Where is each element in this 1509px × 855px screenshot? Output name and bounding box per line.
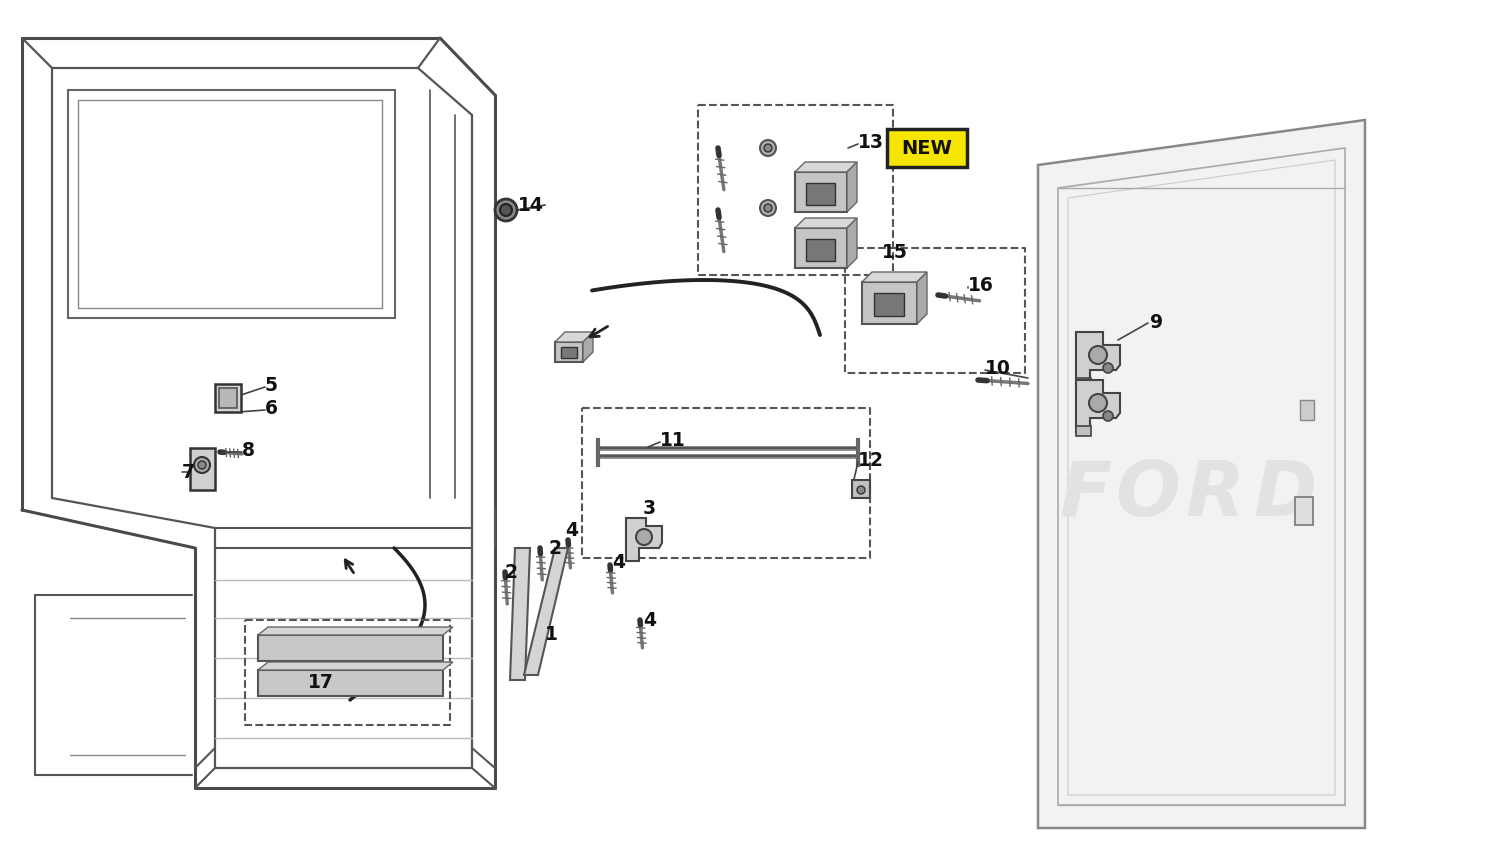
Text: 1: 1 (545, 626, 558, 645)
Circle shape (764, 144, 773, 152)
Circle shape (635, 529, 652, 545)
Text: 13: 13 (859, 133, 884, 151)
Text: 11: 11 (659, 431, 685, 450)
Polygon shape (258, 627, 453, 635)
Circle shape (764, 204, 773, 212)
Text: 15: 15 (881, 243, 908, 262)
Polygon shape (862, 272, 927, 282)
Bar (258, 670, 444, 696)
Text: 17: 17 (308, 673, 333, 692)
Text: R: R (1186, 458, 1245, 532)
Circle shape (495, 199, 518, 221)
Text: 12: 12 (859, 451, 884, 469)
Text: 4: 4 (643, 610, 656, 629)
Circle shape (1089, 394, 1108, 412)
Bar (214, 384, 241, 412)
Bar (1076, 378, 1091, 388)
Bar (806, 183, 834, 205)
Circle shape (198, 461, 207, 469)
Bar (862, 282, 917, 324)
Polygon shape (1038, 120, 1366, 828)
Bar (853, 480, 871, 498)
Polygon shape (582, 332, 593, 362)
Polygon shape (626, 518, 662, 561)
Text: F: F (1059, 458, 1111, 532)
Text: 6: 6 (266, 398, 278, 417)
Circle shape (1103, 411, 1114, 421)
Text: D: D (1254, 458, 1317, 532)
Text: 3: 3 (643, 498, 656, 517)
Polygon shape (524, 548, 567, 675)
Polygon shape (258, 662, 453, 670)
Text: 7: 7 (183, 463, 195, 481)
Circle shape (1089, 346, 1108, 364)
Text: 14: 14 (518, 196, 543, 215)
Bar (555, 342, 582, 362)
Bar (806, 239, 834, 261)
Polygon shape (1076, 332, 1120, 385)
Circle shape (857, 486, 865, 494)
Polygon shape (1076, 380, 1120, 433)
Circle shape (761, 200, 776, 216)
Text: 9: 9 (1150, 312, 1163, 332)
Circle shape (761, 140, 776, 156)
Text: 16: 16 (967, 275, 994, 294)
Polygon shape (847, 162, 857, 212)
Polygon shape (510, 548, 530, 680)
Polygon shape (795, 218, 857, 228)
Bar (1299, 400, 1314, 420)
Text: 2: 2 (548, 539, 561, 557)
Bar (561, 347, 576, 358)
FancyBboxPatch shape (887, 129, 967, 167)
Bar (258, 635, 444, 661)
Circle shape (195, 457, 210, 473)
Bar (874, 293, 904, 316)
Text: 2: 2 (506, 563, 518, 581)
Polygon shape (795, 162, 857, 172)
Text: 8: 8 (241, 440, 255, 459)
Bar (219, 388, 237, 408)
Bar (795, 228, 847, 268)
Circle shape (499, 204, 512, 216)
Polygon shape (917, 272, 927, 324)
Bar (1295, 497, 1313, 525)
Text: 5: 5 (266, 375, 278, 394)
Text: O: O (1115, 458, 1180, 532)
Text: 4: 4 (613, 552, 625, 571)
Bar (1076, 426, 1091, 436)
Polygon shape (555, 332, 593, 342)
Text: 4: 4 (564, 521, 578, 540)
Text: 10: 10 (985, 358, 1011, 378)
Circle shape (1103, 363, 1114, 373)
Polygon shape (847, 218, 857, 268)
Bar (190, 448, 214, 490)
Bar (795, 172, 847, 212)
Text: NEW: NEW (901, 139, 952, 157)
